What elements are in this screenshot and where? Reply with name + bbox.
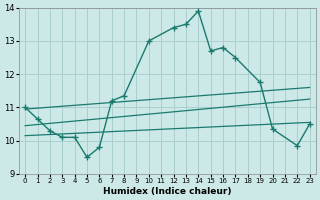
X-axis label: Humidex (Indice chaleur): Humidex (Indice chaleur) (103, 187, 232, 196)
